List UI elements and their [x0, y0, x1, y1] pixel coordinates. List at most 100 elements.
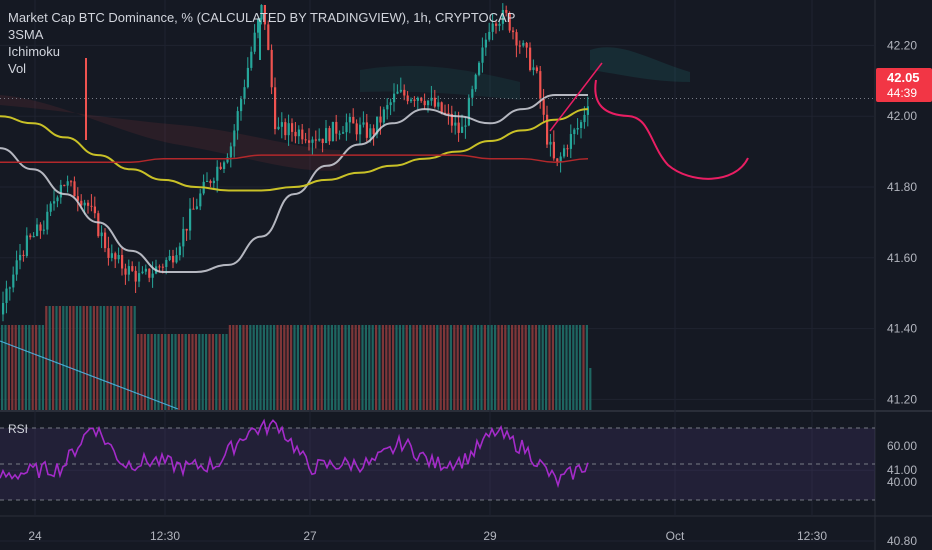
- candle-body: [376, 116, 379, 135]
- volume-bar: [143, 334, 146, 410]
- candle-body: [168, 255, 171, 260]
- volume-bar: [171, 334, 174, 410]
- volume-bar: [589, 368, 592, 410]
- volume-bar: [245, 325, 248, 410]
- volume-bar: [439, 325, 442, 410]
- candle-body: [311, 139, 314, 143]
- volume-bar: [4, 325, 7, 410]
- candle-body: [229, 146, 232, 158]
- indicator-vol[interactable]: Vol: [8, 61, 27, 76]
- candle-body: [192, 208, 195, 210]
- candle-body: [73, 181, 76, 197]
- candle-body: [505, 9, 508, 13]
- candle-body: [583, 114, 586, 123]
- ichimoku-cloud-red: [0, 95, 340, 171]
- volume-bar: [24, 325, 27, 410]
- volume-bar: [218, 334, 221, 410]
- volume-bar: [347, 325, 350, 410]
- volume-bar: [402, 325, 405, 410]
- volume-bar: [160, 334, 163, 410]
- volume-bar: [133, 306, 136, 410]
- candle-body: [212, 180, 215, 184]
- candle-body: [372, 128, 375, 135]
- volume-bar: [585, 325, 588, 410]
- volume-bar: [507, 325, 510, 410]
- rsi-line: [0, 418, 589, 489]
- candle-body: [25, 235, 28, 256]
- volume-bar: [211, 334, 214, 410]
- volume-bar: [1, 325, 4, 410]
- volume-bar: [531, 325, 534, 410]
- volume-bar: [364, 325, 367, 410]
- volume-bar: [62, 306, 65, 410]
- rsi-tick-label: 60.00: [887, 439, 917, 453]
- volume-bar: [21, 325, 24, 410]
- volume-bar: [579, 325, 582, 410]
- rsi-label[interactable]: RSI: [8, 422, 29, 436]
- candle-body: [29, 235, 32, 238]
- volume-bar: [344, 325, 347, 410]
- candle-body: [5, 288, 8, 303]
- volume-bar: [150, 334, 153, 410]
- candle-body: [297, 129, 300, 137]
- chart-legend: Market Cap BTC Dominance, % (CALCULATED …: [8, 9, 515, 77]
- volume-bar: [228, 325, 231, 410]
- volume-bar: [116, 306, 119, 410]
- volume-bars: [1, 306, 592, 410]
- time-tick-label: 29: [483, 529, 497, 543]
- candle-body: [131, 266, 134, 271]
- volume-bar: [154, 334, 157, 410]
- volume-bar: [324, 325, 327, 410]
- volume-bar: [109, 306, 112, 410]
- volume-bar: [385, 325, 388, 410]
- candle-body: [185, 228, 188, 231]
- candle-body: [556, 158, 559, 162]
- candle-body: [546, 114, 549, 145]
- current-price-label: 42.05: [887, 70, 920, 85]
- volume-bar: [555, 325, 558, 410]
- candle-body: [274, 87, 277, 130]
- candle-body: [53, 201, 56, 204]
- volume-bar: [259, 325, 262, 410]
- candle-body: [2, 302, 5, 315]
- candle-body: [566, 148, 569, 150]
- volume-bar: [490, 325, 493, 410]
- volume-bar: [375, 325, 378, 410]
- price-tick-label: 40.80: [887, 534, 917, 548]
- price-tick-label: 41.00: [887, 463, 917, 477]
- volume-bar: [317, 325, 320, 410]
- volume-bar: [11, 325, 14, 410]
- volume-bar: [443, 325, 446, 410]
- volume-bar: [432, 325, 435, 410]
- indicator-ichimoku[interactable]: Ichimoku: [8, 44, 61, 59]
- volume-bar: [38, 325, 41, 410]
- volume-bar: [528, 325, 531, 410]
- candle-body: [335, 121, 338, 134]
- volume-bar: [52, 306, 55, 410]
- candle-body: [328, 128, 331, 142]
- indicator-3sma[interactable]: 3SMA: [8, 27, 44, 42]
- candle-body: [87, 202, 90, 206]
- volume-bar: [7, 325, 10, 410]
- candle-body: [39, 224, 42, 231]
- candle-body: [569, 134, 572, 149]
- volume-bar: [412, 325, 415, 410]
- volume-bar: [273, 325, 276, 410]
- candle-body: [104, 232, 107, 249]
- volume-bar: [524, 325, 527, 410]
- volume-bar: [460, 325, 463, 410]
- volume-bar: [514, 325, 517, 410]
- candle-body: [246, 67, 249, 88]
- candle-body: [461, 126, 464, 133]
- volume-bar: [575, 325, 578, 410]
- candle-body: [532, 67, 535, 71]
- volume-bar: [494, 325, 497, 410]
- volume-bar: [147, 334, 150, 410]
- volume-bar: [405, 325, 408, 410]
- candle-body: [420, 97, 423, 101]
- volume-bar: [194, 334, 197, 410]
- volume-bar: [303, 325, 306, 410]
- candle-body: [559, 156, 562, 162]
